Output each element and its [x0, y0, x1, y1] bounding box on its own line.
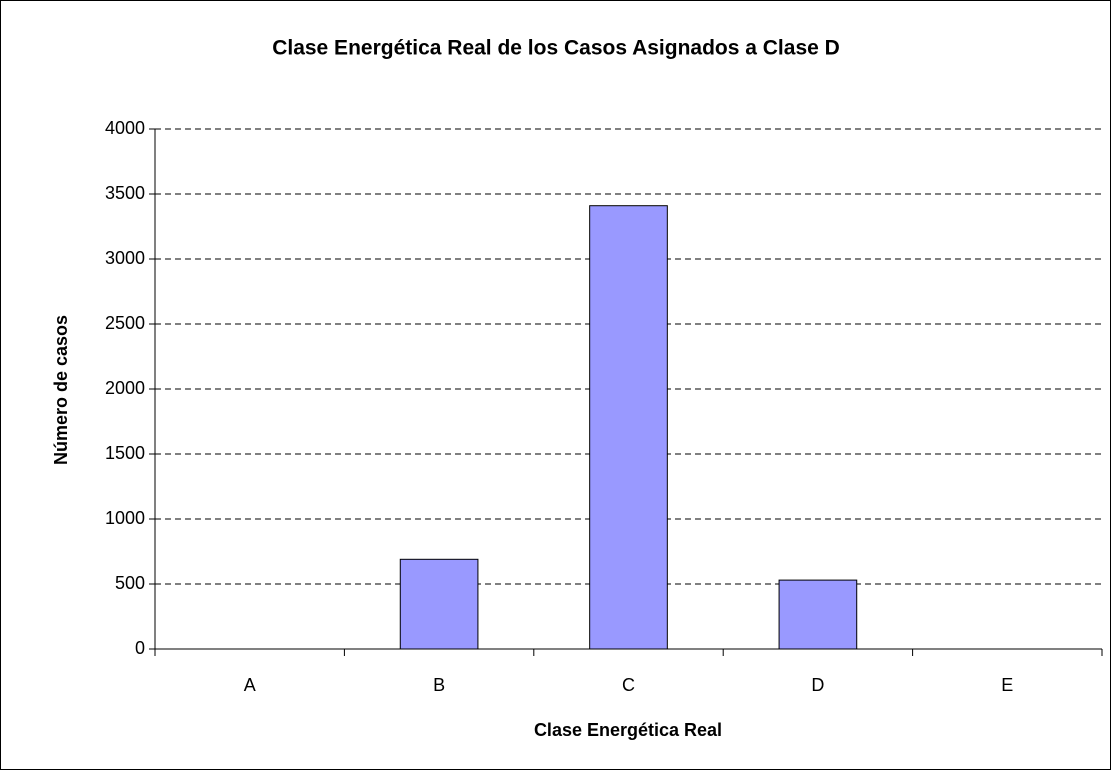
y-tick-label: 2500 [105, 313, 145, 333]
y-tick-label: 3000 [105, 248, 145, 268]
y-tick-label: 3500 [105, 183, 145, 203]
y-tick-label: 500 [115, 573, 145, 593]
y-tick-label: 0 [135, 638, 145, 658]
y-tick-label: 1500 [105, 443, 145, 463]
x-tick-label: E [1001, 675, 1013, 695]
y-axis-title: Número de casos [51, 315, 71, 465]
x-tick-label: D [811, 675, 824, 695]
bar [778, 579, 858, 650]
y-tick-label: 2000 [105, 378, 145, 398]
bar [399, 558, 479, 650]
x-axis-title: Clase Energética Real [534, 720, 722, 740]
y-tick-label: 1000 [105, 508, 145, 528]
x-tick-label: C [622, 675, 635, 695]
chart-title: Clase Energética Real de los Casos Asign… [272, 37, 840, 60]
x-tick-label: B [433, 675, 445, 695]
bar [589, 205, 668, 650]
y-tick-label: 4000 [105, 118, 145, 138]
x-tick-label: A [244, 675, 256, 695]
